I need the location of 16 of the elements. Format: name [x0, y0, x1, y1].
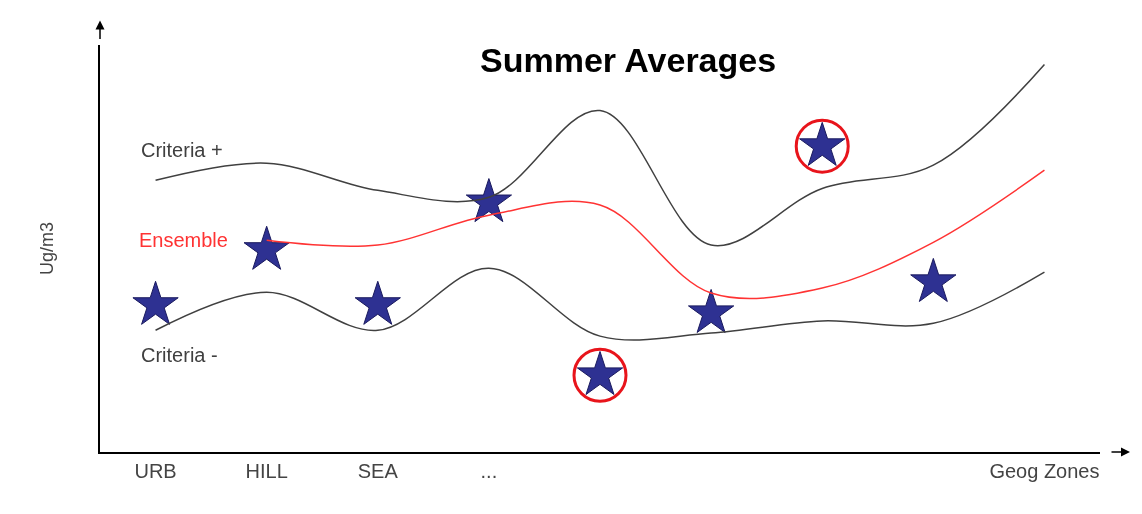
series-label: Criteria -: [141, 344, 218, 366]
point: [465, 178, 513, 223]
x-tick-label: ...: [480, 459, 498, 482]
point: [243, 225, 290, 270]
point: [687, 288, 735, 333]
x-tick-label: SEA: [357, 459, 399, 482]
point: [132, 280, 179, 325]
series-label: Ensemble: [139, 229, 228, 251]
y-axis-title: Ug/m3: [36, 221, 57, 276]
chart-title: Summer Averages: [480, 41, 777, 80]
x-tick-label: URB: [134, 459, 177, 482]
point: [910, 257, 957, 302]
point: [354, 280, 401, 325]
series-label: Criteria +: [141, 139, 223, 161]
x-tick-label: HILL: [245, 459, 288, 482]
x-tick-label: Geog Zones: [989, 459, 1100, 482]
